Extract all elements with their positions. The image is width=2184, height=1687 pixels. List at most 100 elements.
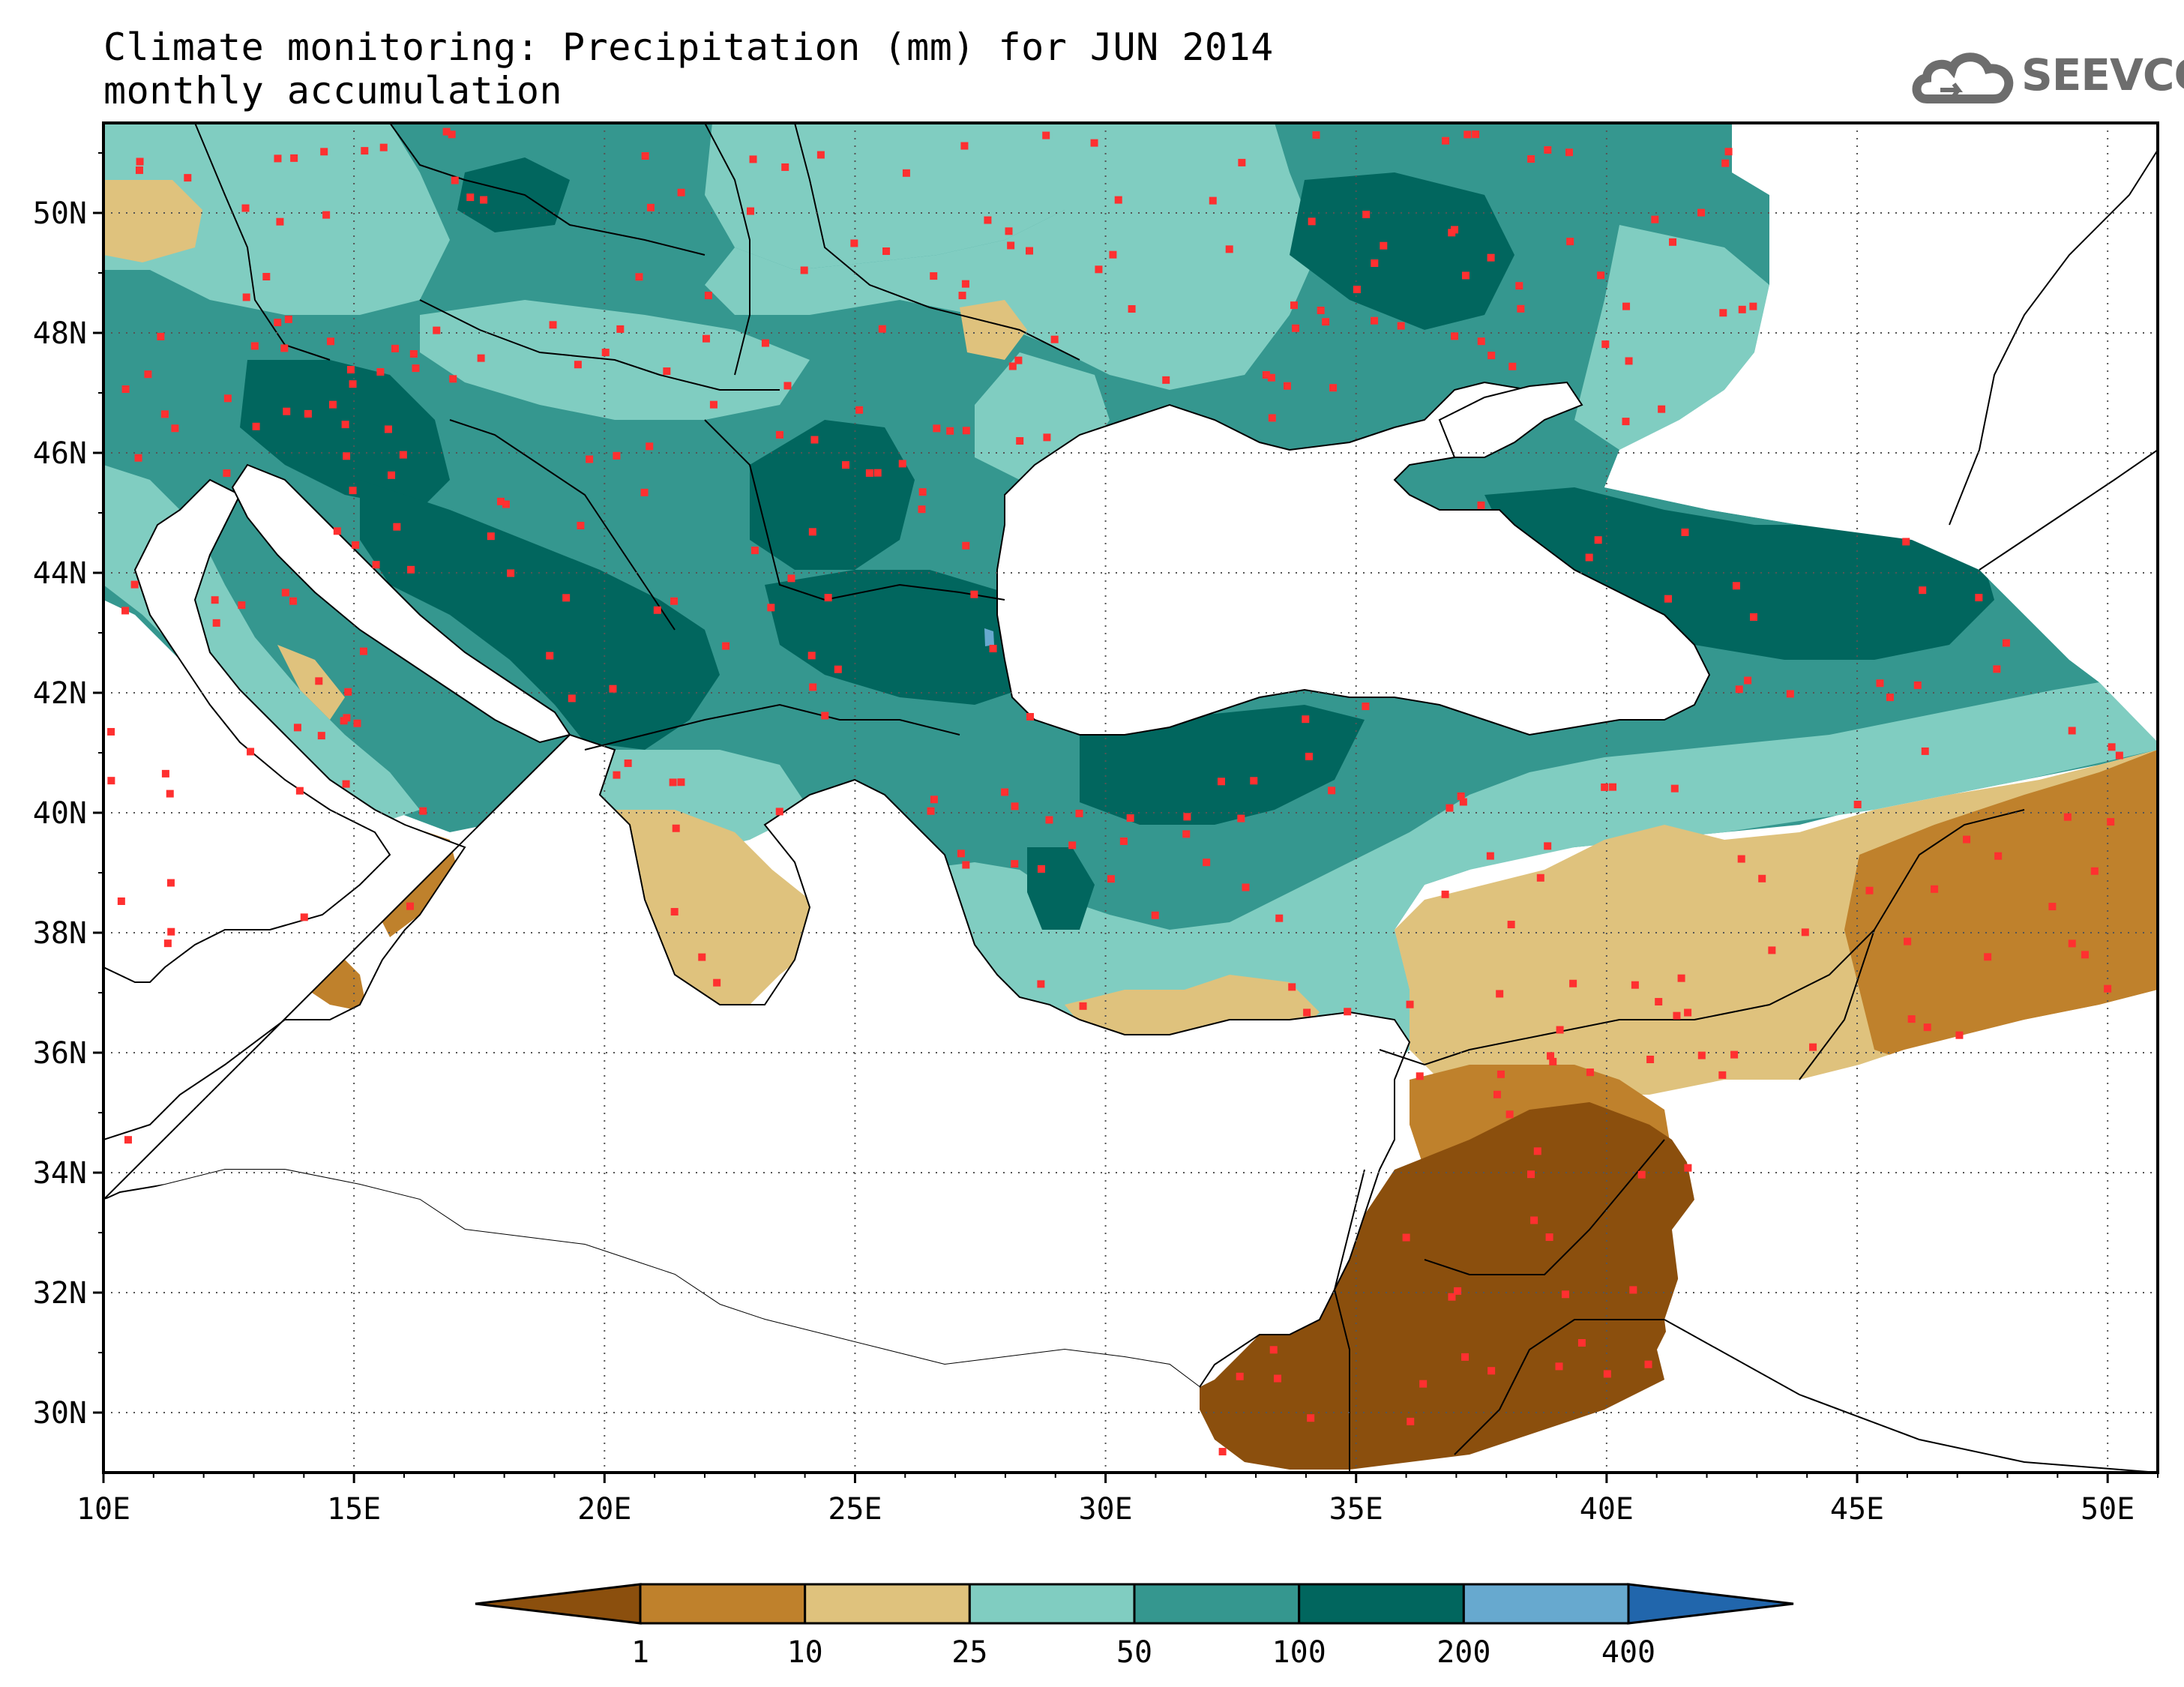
station-marker [1886,694,1894,702]
station-marker [1730,1050,1739,1059]
legend-break-label: 200 [1437,1635,1490,1670]
station-marker [672,824,680,832]
station-marker [761,339,769,347]
station-marker [507,569,515,577]
station-marker [902,169,910,177]
station-marker [1457,792,1465,800]
region-200-400-bulgaria-coast [984,628,994,646]
station-marker [274,319,282,327]
station-marker [124,1136,132,1144]
legend-swatch [639,1583,807,1625]
station-marker [1719,309,1727,317]
station-marker [1026,712,1034,721]
station-marker [816,151,825,159]
station-marker [293,724,301,732]
seevccc-logo: SEEVCCC [1910,46,2184,106]
station-marker [1684,1164,1692,1172]
station-marker [1218,778,1226,786]
station-marker [295,787,304,795]
station-marker [961,280,969,288]
station-marker [407,565,415,574]
station-marker [850,239,858,247]
station-marker [1463,130,1472,139]
station-marker [1586,1068,1594,1077]
station-marker [809,683,817,691]
station-marker [393,523,401,531]
station-marker [882,247,891,256]
station-marker [750,547,759,555]
station-marker [2081,951,2089,959]
cloud-icon [1912,52,2014,103]
station-marker [1042,131,1050,139]
station-marker [1601,783,1609,791]
station-marker [970,590,978,598]
station-marker [1001,788,1009,796]
station-marker [353,719,361,727]
y-tick-label: 42N [33,676,87,711]
station-marker [1288,983,1296,991]
station-marker [121,607,130,615]
station-marker [477,354,485,362]
station-marker [1371,316,1379,325]
station-marker [1487,253,1495,262]
precipitation-field [103,123,2158,1473]
station-marker [1114,196,1122,204]
station-marker [341,421,349,429]
station-marker [166,790,174,798]
x-tick-label: 30E [1078,1492,1132,1527]
station-marker [211,596,219,604]
legend-break-label: 10 [787,1635,823,1670]
station-marker [144,370,152,379]
station-marker [1984,953,1992,961]
legend-break-label: 400 [1601,1635,1655,1670]
station-marker [1565,148,1573,157]
color-legend: 1 10 25 50 100 200 400 [475,1583,1794,1670]
station-marker [1109,250,1117,259]
station-marker [1454,1287,1462,1295]
station-marker [841,461,849,469]
station-marker [449,375,457,383]
station-marker [1218,1448,1227,1456]
station-marker [241,204,250,212]
station-marker [613,451,621,460]
station-marker [160,410,169,418]
station-marker [1126,814,1134,823]
station-marker [406,902,414,910]
station-marker [1242,883,1250,891]
station-marker [1913,681,1922,689]
land-no-data-iraq [1499,990,2158,1473]
station-marker [2063,813,2072,821]
station-marker [1533,1147,1541,1155]
station-marker [250,342,259,350]
station-marker [568,694,576,703]
station-marker [223,394,232,403]
station-marker [280,344,289,352]
station-marker [670,597,679,605]
region-10-25-carpathian [960,300,1027,360]
station-marker [586,455,594,463]
land-no-data-africa [103,1170,1200,1473]
station-marker [960,142,969,150]
station-marker [1904,937,1912,945]
station-marker [616,325,625,333]
station-marker [1749,302,1757,310]
station-marker [918,505,926,514]
station-marker [878,325,886,333]
region-25-50-russia [1574,225,1769,450]
station-marker [1921,747,1929,755]
station-marker [2107,818,2115,826]
station-marker [1162,376,1170,384]
station-marker [1658,405,1666,413]
station-marker [962,541,970,550]
station-marker [670,908,679,916]
station-marker [1397,322,1405,330]
station-marker [787,574,795,583]
station-marker [1737,855,1745,863]
station-marker [2108,743,2116,751]
station-marker [624,759,632,767]
station-marker [1566,238,1574,246]
station-marker [1119,837,1128,845]
station-marker [946,427,954,435]
y-tick-label: 30N [33,1396,87,1431]
